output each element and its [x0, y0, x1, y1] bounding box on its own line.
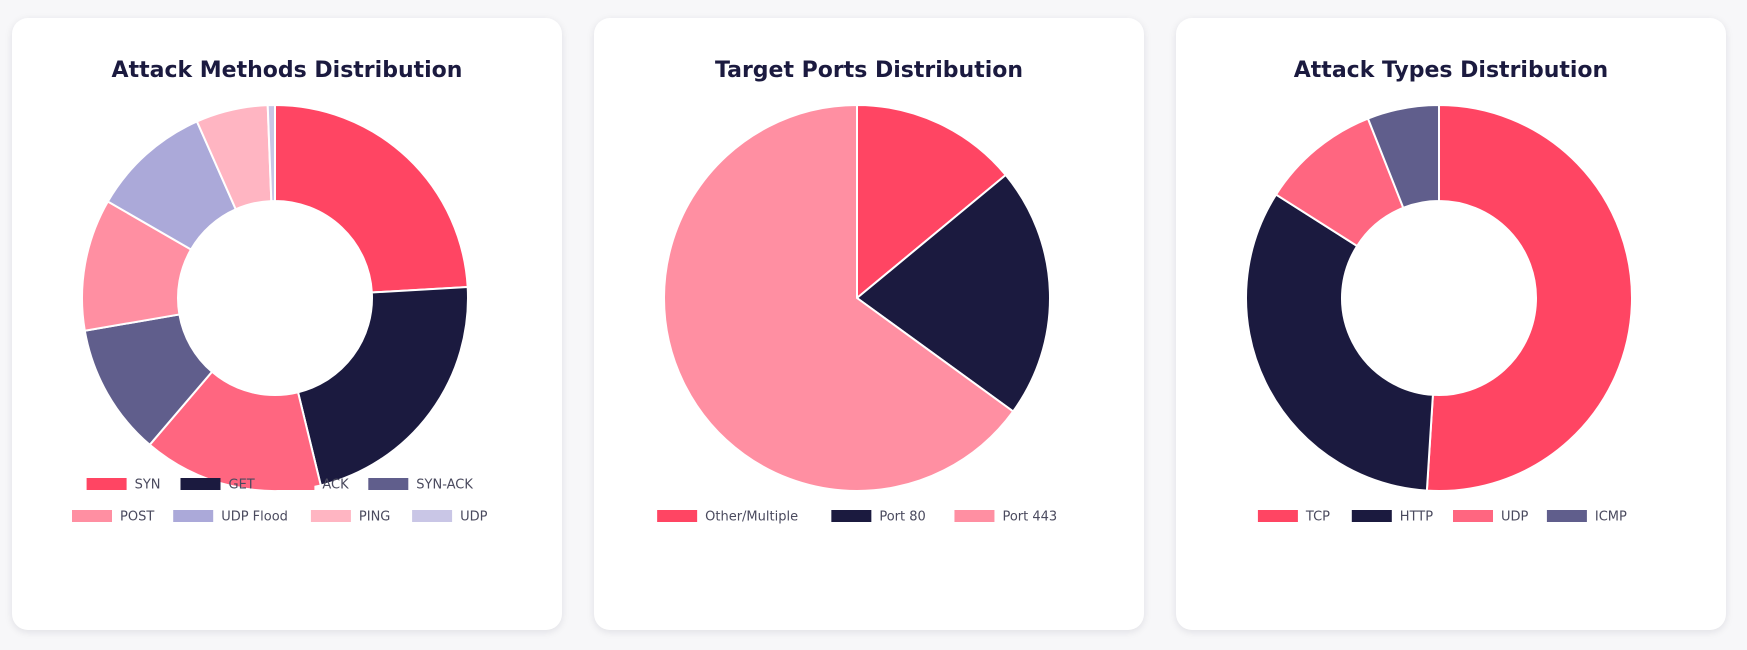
legend-swatch — [1257, 510, 1298, 522]
attack-methods-chart: SYN GET ACK SYN-ACK POST UDP Flood PING UDP — [72, 103, 488, 525]
legend-swatch — [831, 510, 872, 522]
legend-label: UDP Flood — [221, 510, 288, 525]
legend-label: UDP — [1501, 510, 1529, 525]
legend-item-tcp[interactable]: TCP — [1257, 510, 1330, 525]
slice-port-80[interactable] — [855, 173, 1051, 413]
legend-swatch — [954, 510, 995, 522]
legend-label: PING — [359, 510, 390, 525]
legend-swatch — [72, 510, 112, 522]
chart-title: Attack Methods Distribution — [111, 58, 463, 83]
target-ports-card: Target Ports Distribution Other/Multiple… — [594, 18, 1144, 630]
legend-label: Other/Multiple — [705, 510, 798, 525]
attack-types-chart: TCP HTTP UDP ICMP — [1245, 103, 1633, 525]
legend-swatch — [310, 510, 351, 522]
legend-item-udp-flood[interactable]: UDP Flood — [173, 510, 288, 525]
legend-label: ICMP — [1595, 510, 1627, 525]
legend-item-post[interactable]: POST — [72, 510, 154, 525]
legend-label: ACK — [322, 478, 349, 493]
legend-label: HTTP — [1400, 510, 1433, 525]
legend-item-ack[interactable]: ACK — [274, 478, 349, 493]
legend-swatch — [86, 478, 127, 490]
legend-label: POST — [120, 510, 154, 525]
slice-other-multiple[interactable] — [856, 103, 1008, 301]
legend-item-ping[interactable]: PING — [310, 510, 390, 525]
legend-swatch — [1546, 510, 1587, 522]
legend-item-port-443[interactable]: Port 443 — [954, 510, 1057, 525]
slice-tcp[interactable] — [1425, 103, 1633, 492]
legend-swatch — [173, 510, 214, 522]
attack-methods-card: Attack Methods Distribution SYN GET ACK SYN… — [12, 18, 562, 630]
slice-port-443[interactable] — [663, 103, 1015, 492]
legend-item-udp[interactable]: UDP — [1453, 510, 1529, 525]
legend-label: Port 80 — [879, 510, 925, 525]
slice-get[interactable] — [296, 285, 469, 487]
legend-swatch — [412, 510, 453, 522]
legend-item-udp[interactable]: UDP — [412, 510, 488, 525]
legend-label: SYN — [135, 478, 161, 493]
legend-label: GET — [229, 478, 255, 493]
legend-item-syn[interactable]: SYN — [86, 478, 161, 493]
chart-title: Target Ports Distribution — [714, 58, 1024, 83]
legend-item-icmp[interactable]: ICMP — [1546, 510, 1627, 525]
target-ports-chart: Other/Multiple Port 80 Port 443 — [657, 103, 1057, 525]
legend-item-http[interactable]: HTTP — [1351, 510, 1433, 525]
slice-icmp[interactable] — [1366, 103, 1440, 210]
legend-label: SYN-ACK — [416, 478, 473, 493]
chart-title: Attack Types Distribution — [1293, 58, 1609, 83]
legend-swatch — [180, 478, 221, 490]
slice-udp[interactable] — [266, 103, 276, 203]
legend-item-port-80[interactable]: Port 80 — [831, 510, 926, 525]
attack-types-card: Attack Types Distribution TCP HTTP UDP ICMP — [1176, 18, 1726, 630]
legend-item-other-multiple[interactable]: Other/Multiple — [657, 510, 798, 525]
legend-swatch — [1453, 510, 1493, 522]
legend-swatch — [1351, 510, 1392, 522]
legend-label: Port 443 — [1002, 510, 1057, 525]
legend-swatch — [274, 478, 315, 490]
legend-label: TCP — [1305, 510, 1330, 525]
legend-item-syn-ack[interactable]: SYN-ACK — [368, 478, 473, 493]
legend-swatch — [657, 510, 698, 522]
slice-syn[interactable] — [274, 103, 469, 294]
legend-label: UDP — [460, 510, 488, 525]
legend-item-get[interactable]: GET — [180, 478, 255, 493]
legend-swatch — [368, 478, 409, 490]
slice-http[interactable] — [1245, 193, 1434, 492]
